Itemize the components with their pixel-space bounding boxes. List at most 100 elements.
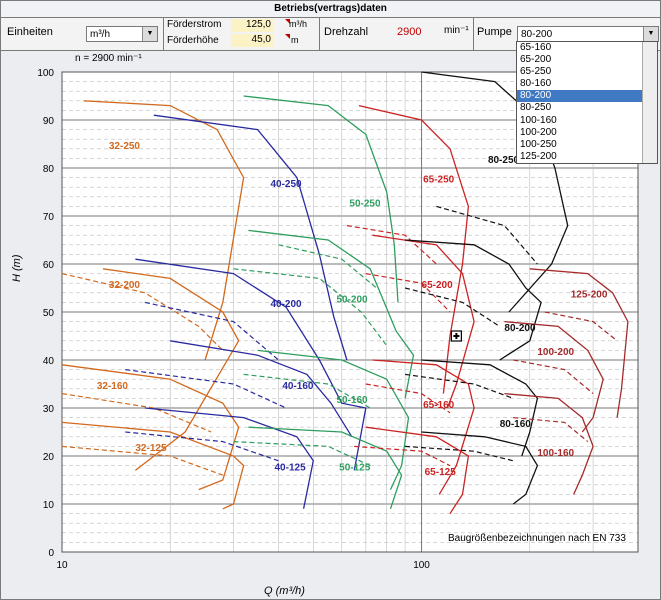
pump-select[interactable]: 80-200 ▼ bbox=[517, 26, 659, 42]
head-unit: m bbox=[291, 35, 299, 45]
efficiency-curve-50-250 bbox=[278, 244, 377, 289]
y-tick-label: 10 bbox=[43, 500, 55, 511]
efficiency-curve-125-200 bbox=[544, 311, 618, 342]
curve-label-65-125: 65-125 bbox=[425, 467, 457, 478]
dropdown-option[interactable]: 65-200 bbox=[520, 54, 552, 66]
y-tick-label: 0 bbox=[48, 548, 54, 559]
curve-label-80-200: 80-200 bbox=[504, 323, 536, 334]
efficiency-curve-65-200 bbox=[365, 273, 451, 313]
curve-50-250 bbox=[243, 95, 399, 303]
efficiency-curve-100-200 bbox=[513, 359, 594, 395]
curve-50-125 bbox=[248, 426, 403, 510]
y-tick-label: 30 bbox=[43, 404, 55, 415]
y-tick-label: 20 bbox=[43, 452, 55, 463]
window-title: Betriebs(vertrags)daten bbox=[1, 1, 660, 18]
curve-label-100-160: 100-160 bbox=[537, 448, 574, 459]
efficiency-curve-32-200 bbox=[61, 273, 224, 351]
curve-65-125 bbox=[365, 426, 470, 514]
flow-label: Förderstrom bbox=[167, 19, 222, 30]
dropdown-option[interactable]: 125-200 bbox=[520, 150, 557, 162]
pump-label: Pumpe bbox=[477, 26, 512, 38]
speed-label: Drehzahl bbox=[324, 26, 369, 38]
curve-100-200 bbox=[504, 320, 604, 433]
units-label: Einheiten bbox=[7, 26, 53, 38]
curve-label-125-200: 125-200 bbox=[571, 290, 608, 301]
flow-comment-marker bbox=[285, 19, 290, 24]
curve-32-250 bbox=[83, 100, 245, 361]
chevron-down-icon[interactable]: ▼ bbox=[643, 27, 658, 41]
curve-label-32-200: 32-200 bbox=[109, 280, 141, 291]
efficiency-curve-65-250 bbox=[346, 225, 437, 265]
y-tick-label: 100 bbox=[37, 68, 54, 79]
y-tick-label: 80 bbox=[43, 164, 55, 175]
curves bbox=[61, 71, 629, 514]
curve-label-65-200: 65-200 bbox=[422, 280, 454, 291]
head-comment-marker bbox=[285, 34, 290, 39]
head-label: Förderhöhe bbox=[167, 35, 219, 46]
efficiency-curve-32-160 bbox=[61, 393, 212, 433]
efficiency-curve-50-160 bbox=[243, 373, 371, 409]
dropdown-option[interactable]: 65-250 bbox=[520, 66, 552, 78]
curve-label-50-200: 50-200 bbox=[336, 294, 368, 305]
curve-50-160 bbox=[257, 349, 410, 490]
efficiency-curve-80-200 bbox=[404, 287, 501, 327]
efficiency-curve-65-160 bbox=[365, 383, 451, 414]
flow-input[interactable]: 125,0 bbox=[231, 19, 273, 32]
head-input[interactable]: 45,0 bbox=[231, 34, 273, 47]
curve-label-80-250: 80-250 bbox=[488, 155, 520, 166]
x-tick-label: 10 bbox=[56, 560, 68, 571]
x-axis-label: Q (m³/h) bbox=[264, 585, 305, 597]
units-value: m³/h bbox=[90, 29, 110, 40]
curve-label-40-160: 40-160 bbox=[282, 381, 314, 392]
curve-125-200 bbox=[529, 268, 629, 418]
curve-65-200 bbox=[372, 234, 475, 409]
chevron-down-icon[interactable]: ▼ bbox=[142, 27, 157, 41]
curve-label-32-125: 32-125 bbox=[135, 443, 167, 454]
curve-label-80-160: 80-160 bbox=[500, 419, 532, 430]
dropdown-option[interactable]: 100-160 bbox=[520, 114, 557, 126]
pump-value: 80-200 bbox=[521, 29, 553, 40]
y-tick-label: 50 bbox=[43, 308, 55, 319]
curve-label-65-160: 65-160 bbox=[423, 400, 455, 411]
grid bbox=[61, 71, 639, 553]
curve-label-40-250: 40-250 bbox=[270, 179, 302, 190]
curve-40-125 bbox=[144, 407, 314, 509]
curve-80-125 bbox=[421, 431, 539, 505]
divider bbox=[163, 18, 164, 50]
y-tick-label: 90 bbox=[43, 116, 55, 127]
y-axis-ticks: 0 10 20 30 40 50 60 70 80 90 100 bbox=[37, 68, 54, 559]
dropdown-scrollbar[interactable] bbox=[642, 42, 657, 163]
dropdown-option[interactable]: 65-160 bbox=[520, 42, 552, 53]
efficiency-curve-80-125 bbox=[405, 445, 514, 462]
dropdown-option[interactable]: 80-160 bbox=[520, 78, 552, 90]
y-tick-label: 40 bbox=[43, 356, 55, 367]
curve-65-160 bbox=[372, 359, 475, 495]
efficiency-curve-40-200 bbox=[144, 301, 279, 361]
dropdown-option[interactable]: 80-250 bbox=[520, 102, 552, 114]
chart-note: Baugrößenbezeichnungen nach EN 733 bbox=[448, 533, 626, 544]
flow-value: 125,0 bbox=[245, 19, 271, 30]
dropdown-option[interactable]: 80-200 bbox=[517, 90, 642, 103]
flow-unit: m³/h bbox=[289, 19, 307, 29]
curve-label-100-200: 100-200 bbox=[537, 347, 574, 358]
curve-label-40-125: 40-125 bbox=[275, 462, 307, 473]
efficiency-curve-50-200 bbox=[233, 268, 388, 346]
speed-value[interactable]: 2900 bbox=[397, 26, 422, 38]
curve-100-160 bbox=[504, 392, 594, 495]
curve-80-200 bbox=[405, 239, 542, 361]
curve-labels: 32-250 32-200 32-160 32-125 40-250 40-200 40-1… bbox=[97, 141, 608, 478]
units-select[interactable]: m³/h ▼ bbox=[86, 26, 158, 42]
dropdown-option[interactable]: 100-200 bbox=[520, 126, 557, 138]
pump-dropdown-list[interactable]: 65-160 65-200 65-250 80-160 80-200 80-250 100-… bbox=[516, 41, 658, 164]
speed-annotation: n = 2900 min⁻¹ bbox=[75, 53, 142, 64]
x-axis-ticks: 10 100 bbox=[56, 560, 430, 571]
curve-32-125 bbox=[61, 421, 245, 510]
curve-32-160 bbox=[61, 364, 240, 491]
dropdown-option[interactable]: 100-250 bbox=[520, 138, 557, 150]
curve-32-200 bbox=[102, 268, 240, 471]
efficiency-curve-40-160 bbox=[125, 369, 287, 409]
operating-point-marker[interactable] bbox=[450, 330, 462, 342]
y-tick-label: 70 bbox=[43, 212, 55, 223]
curve-label-50-250: 50-250 bbox=[349, 198, 381, 209]
curve-label-40-200: 40-200 bbox=[270, 299, 302, 310]
